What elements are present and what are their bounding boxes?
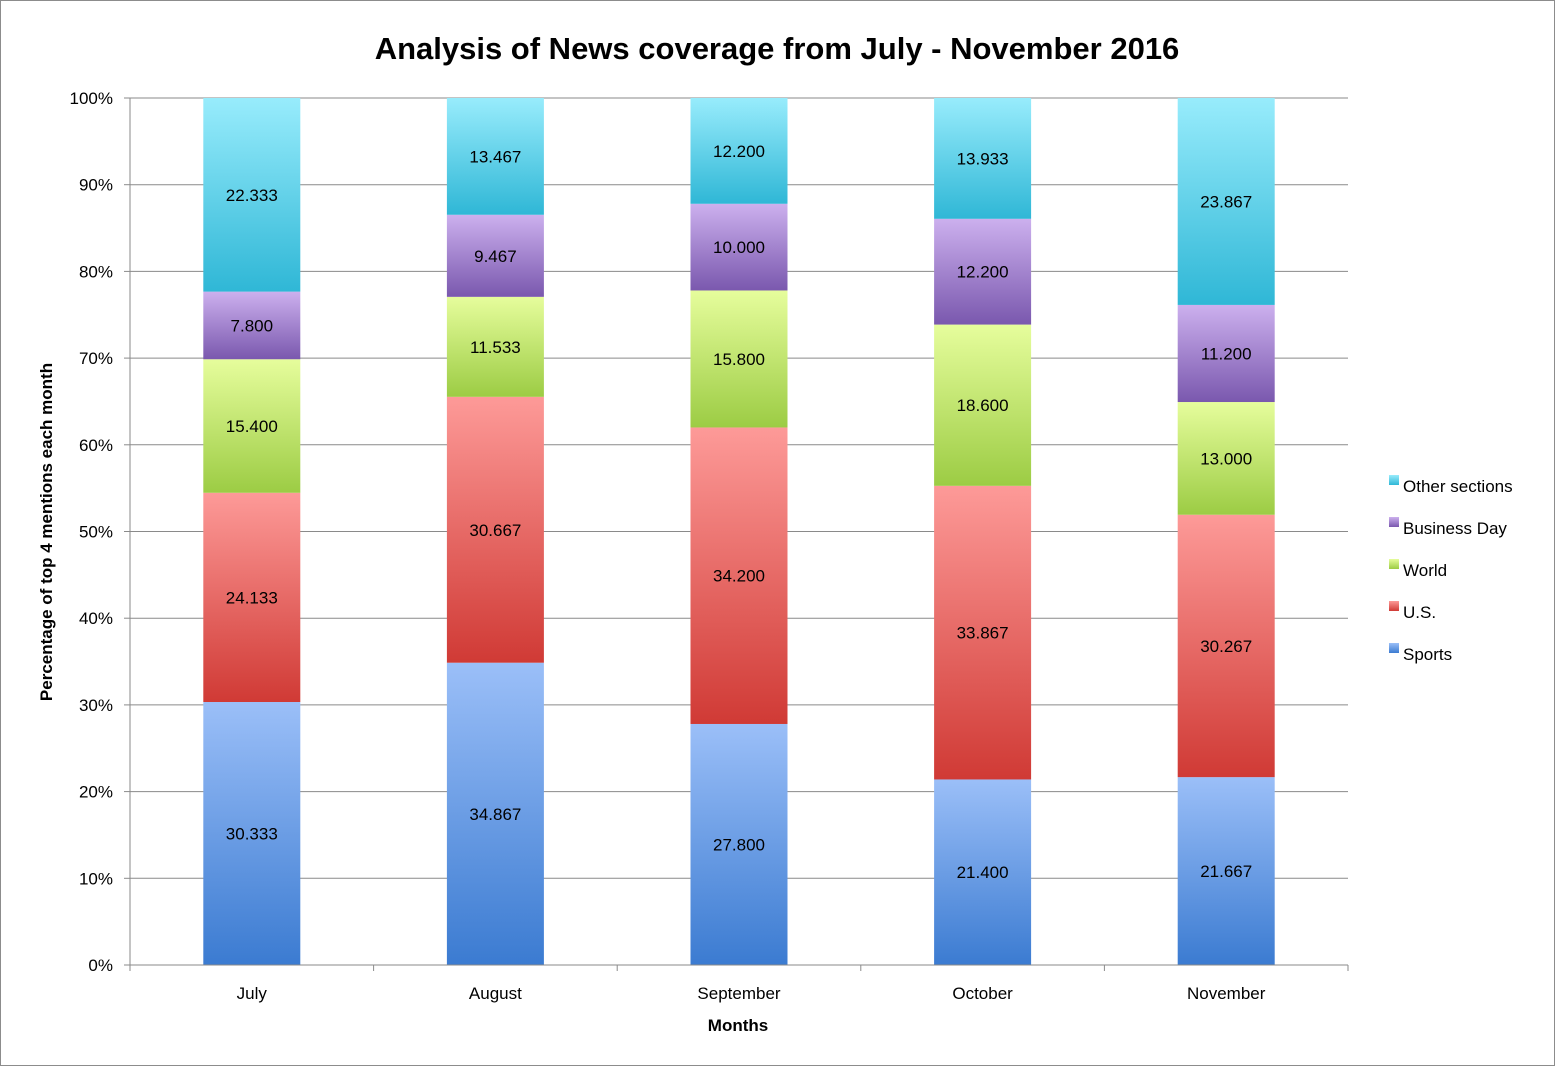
data-label-september-world: 15.800: [713, 350, 765, 369]
data-label-november-other-sections: 23.867: [1200, 192, 1252, 211]
bar-november-other-sections: [1177, 98, 1275, 305]
x-axis-title: Months: [708, 1016, 768, 1035]
bar-july-world: [203, 359, 301, 493]
chart-title: Analysis of News coverage from July - No…: [375, 31, 1180, 66]
bar-july-business-day: [203, 291, 301, 360]
data-label-july-world: 15.400: [226, 417, 278, 436]
y-tick-label: 100%: [70, 89, 113, 108]
bar-july-other-sections: [203, 98, 301, 292]
y-tick-label: 40%: [79, 609, 113, 628]
bar-august-sports: [446, 662, 544, 965]
bar-august-other-sections: [446, 98, 544, 215]
legend-label-world: World: [1403, 561, 1447, 580]
x-tick-label-july: July: [237, 984, 268, 1003]
bar-august-world: [446, 296, 544, 397]
bar-september-other-sections: [690, 98, 788, 204]
bar-september-sports: [690, 723, 788, 965]
legend-swatch-business-day: [1389, 517, 1399, 527]
data-label-september-business-day: 10.000: [713, 238, 765, 257]
y-axis-title: Percentage of top 4 mentions each month: [37, 363, 56, 701]
legend: Other sections Business Day World U.S. Sport…: [1389, 475, 1513, 664]
y-tick-label: 50%: [79, 523, 113, 542]
bar-november-world: [1177, 402, 1275, 515]
y-tick-label: 30%: [79, 696, 113, 715]
data-label-october-u-s: 33.867: [957, 624, 1009, 643]
data-label-august-business-day: 9.467: [474, 247, 517, 266]
bars: 30.333 24.133 15.400 7.800 22.333 34.867 30.66…: [203, 98, 1275, 965]
data-label-july-business-day: 7.800: [231, 316, 274, 335]
y-tick-label: 70%: [79, 349, 113, 368]
data-label-july-u-s: 24.133: [226, 588, 278, 607]
data-label-november-business-day: 11.200: [1201, 344, 1252, 363]
data-label-october-world: 18.600: [957, 396, 1009, 415]
data-label-october-sports: 21.400: [957, 863, 1009, 882]
bar-october-other-sections: [934, 98, 1032, 219]
bar-september-u-s: [690, 427, 788, 724]
y-tick-label: 90%: [79, 176, 113, 195]
legend-label-other-sections: Other sections: [1403, 477, 1513, 496]
data-label-august-sports: 34.867: [469, 805, 521, 824]
bar-august-u-s: [446, 396, 544, 663]
data-label-august-other-sections: 13.467: [469, 147, 521, 166]
bar-october-business-day: [934, 218, 1032, 325]
data-label-september-sports: 27.800: [713, 835, 765, 854]
legend-swatch-sports: [1389, 643, 1399, 653]
bar-september-world: [690, 290, 788, 428]
legend-swatch-other-sections: [1389, 475, 1399, 485]
bar-september-business-day: [690, 203, 788, 291]
legend-label-business-day: Business Day: [1403, 519, 1507, 538]
y-tick-label: 20%: [79, 783, 113, 802]
legend-swatch-world: [1389, 559, 1399, 569]
data-label-august-u-s: 30.667: [469, 521, 521, 540]
legend-label-u-s: U.S.: [1403, 603, 1436, 622]
bar-november-sports: [1177, 777, 1275, 965]
legend-swatch-u-s: [1389, 601, 1399, 611]
x-tick-label-october: October: [952, 984, 1013, 1003]
y-tick-label: 10%: [79, 869, 113, 888]
x-tick-label-november: November: [1187, 984, 1266, 1003]
y-tick-label: 0%: [88, 956, 113, 975]
y-tick-label: 60%: [79, 436, 113, 455]
bar-october-u-s: [934, 485, 1032, 780]
data-label-august-world: 11.533: [470, 338, 521, 357]
data-label-september-u-s: 34.200: [713, 567, 765, 586]
x-tick-label-august: August: [469, 984, 522, 1003]
data-label-september-other-sections: 12.200: [713, 142, 765, 161]
data-label-july-sports: 30.333: [226, 825, 278, 844]
bar-july-sports: [203, 702, 301, 965]
data-label-october-business-day: 12.200: [957, 263, 1009, 282]
data-label-october-other-sections: 13.933: [957, 149, 1009, 168]
bar-july-u-s: [203, 492, 301, 703]
data-label-november-u-s: 30.267: [1200, 637, 1252, 656]
data-label-november-sports: 21.667: [1200, 862, 1252, 881]
x-tick-label-september: September: [697, 984, 780, 1003]
legend-label-sports: Sports: [1403, 645, 1452, 664]
data-label-november-world: 13.000: [1200, 449, 1252, 468]
bar-october-sports: [934, 779, 1032, 965]
bar-august-business-day: [446, 214, 544, 297]
axes: [129, 98, 1349, 971]
bar-october-world: [934, 324, 1032, 486]
x-axis-ticks: July August September October November: [237, 984, 1266, 1003]
data-label-july-other-sections: 22.333: [226, 186, 278, 205]
y-axis-ticks: 0% 10% 20% 30% 40% 50% 60% 70% 80% 90% 100%: [70, 89, 130, 975]
bar-november-business-day: [1177, 304, 1275, 403]
bar-november-u-s: [1177, 514, 1275, 778]
y-tick-label: 80%: [79, 262, 113, 281]
